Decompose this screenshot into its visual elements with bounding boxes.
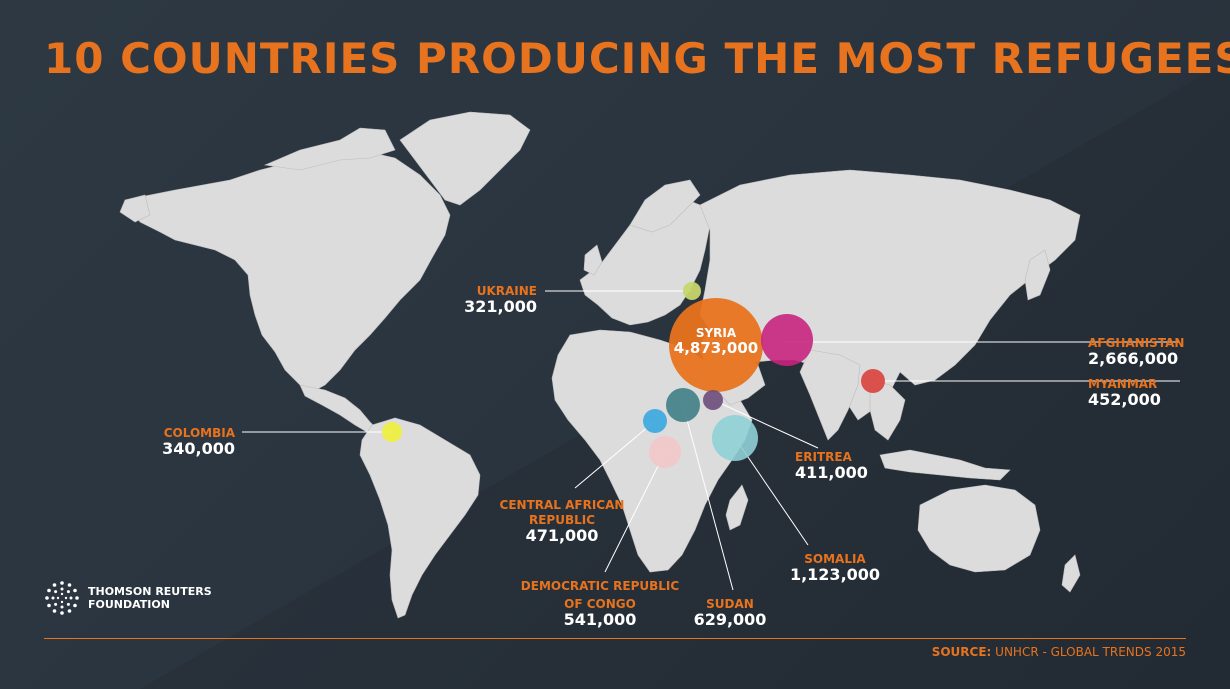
label-car: CENTRAL AFRICAN REPUBLIC 471,000: [492, 499, 632, 544]
refugee-bubbles: [382, 282, 885, 468]
scandinavia: [629, 179, 701, 233]
bubble-somalia: [712, 415, 758, 461]
country-name: SYRIA: [695, 326, 737, 340]
hudson-islands: [263, 127, 396, 171]
new-zealand: [1061, 554, 1081, 593]
refugee-count: 4,873,000: [673, 339, 759, 357]
bubble-colombia: [382, 422, 402, 442]
leader-line-sudan: [682, 404, 734, 591]
country-name: SOMALIA: [804, 552, 866, 566]
refugee-count: 340,000: [162, 439, 235, 458]
label-myanmar: MYANMAR 452,000: [1088, 378, 1161, 408]
logo-line2: FOUNDATION: [88, 598, 170, 611]
country-name: AFGHANISTAN: [1088, 336, 1185, 350]
leader-line-eritrea: [712, 399, 819, 449]
label-colombia: COLOMBIA 340,000: [162, 427, 235, 457]
leader-lines: [242, 290, 1180, 591]
footer-divider: [44, 638, 1186, 639]
label-eritrea: ERITREA 411,000: [795, 451, 868, 481]
india: [799, 349, 861, 441]
logo-line1: THOMSON REUTERS: [88, 585, 212, 598]
bubble-afghanistan: [761, 314, 813, 366]
leader-line-car: [574, 420, 656, 489]
australia: [917, 484, 1041, 573]
thomson-reuters-logo: THOMSON REUTERS FOUNDATION: [44, 580, 212, 616]
logo-text: THOMSON REUTERS FOUNDATION: [88, 585, 212, 611]
country-name-line2: REPUBLIC: [528, 513, 596, 527]
source-text: UNHCR - GLOBAL TRENDS 2015: [995, 645, 1186, 659]
refugee-count: 452,000: [1088, 390, 1161, 409]
page-title: 10 COUNTRIES PRODUCING THE MOST REFUGEES: [44, 34, 1230, 83]
greenland: [399, 111, 531, 206]
refugee-count: 471,000: [525, 526, 599, 545]
bubble-myanmar: [861, 369, 885, 393]
label-sudan: SUDAN 629,000: [680, 598, 780, 628]
refugee-count: 411,000: [795, 463, 868, 482]
source-credit: SOURCE: UNHCR - GLOBAL TRENDS 2015: [932, 645, 1186, 659]
label-afghanistan: AFGHANISTAN 2,666,000: [1088, 337, 1184, 367]
central-america: [299, 384, 379, 436]
uk: [583, 244, 603, 276]
leader-line-drc: [604, 451, 666, 573]
south-america: [359, 417, 481, 619]
label-drc: DEMOCRATIC REPUBLIC OF CONGO 541,000: [510, 580, 690, 628]
bubble-drc: [649, 436, 681, 468]
country-name-line1: DEMOCRATIC REPUBLIC: [520, 579, 680, 593]
country-name: COLOMBIA: [163, 426, 235, 440]
refugee-count: 2,666,000: [1088, 349, 1179, 368]
indonesia: [879, 449, 1011, 481]
bubble-syria: [669, 298, 763, 392]
label-somalia: SOMALIA 1,123,000: [780, 553, 890, 583]
alaska: [119, 194, 151, 223]
thomson-reuters-logo-icon: [45, 581, 79, 615]
label-syria: SYRIA 4,873,000: [666, 327, 766, 356]
bubble-sudan: [666, 388, 700, 422]
refugee-count: 629,000: [693, 610, 767, 629]
madagascar: [725, 484, 749, 531]
bubble-ukraine: [683, 282, 701, 300]
refugee-count: 541,000: [563, 610, 637, 629]
country-name: MYANMAR: [1088, 377, 1158, 391]
north-america: [124, 149, 451, 394]
source-label: SOURCE:: [931, 645, 992, 659]
country-name-line1: CENTRAL AFRICAN: [499, 498, 625, 512]
southeast-asia: [869, 379, 906, 441]
country-name: SUDAN: [706, 597, 754, 611]
country-name: UKRAINE: [476, 284, 537, 298]
bubble-eritrea: [703, 390, 723, 410]
country-name-line2: OF CONGO: [564, 597, 636, 611]
country-name: ERITREA: [795, 450, 852, 464]
refugee-count: 1,123,000: [789, 565, 881, 584]
japan: [1024, 249, 1051, 301]
bubble-car: [643, 409, 667, 433]
refugee-count: 321,000: [464, 297, 537, 316]
label-ukraine: UKRAINE 321,000: [464, 285, 537, 315]
